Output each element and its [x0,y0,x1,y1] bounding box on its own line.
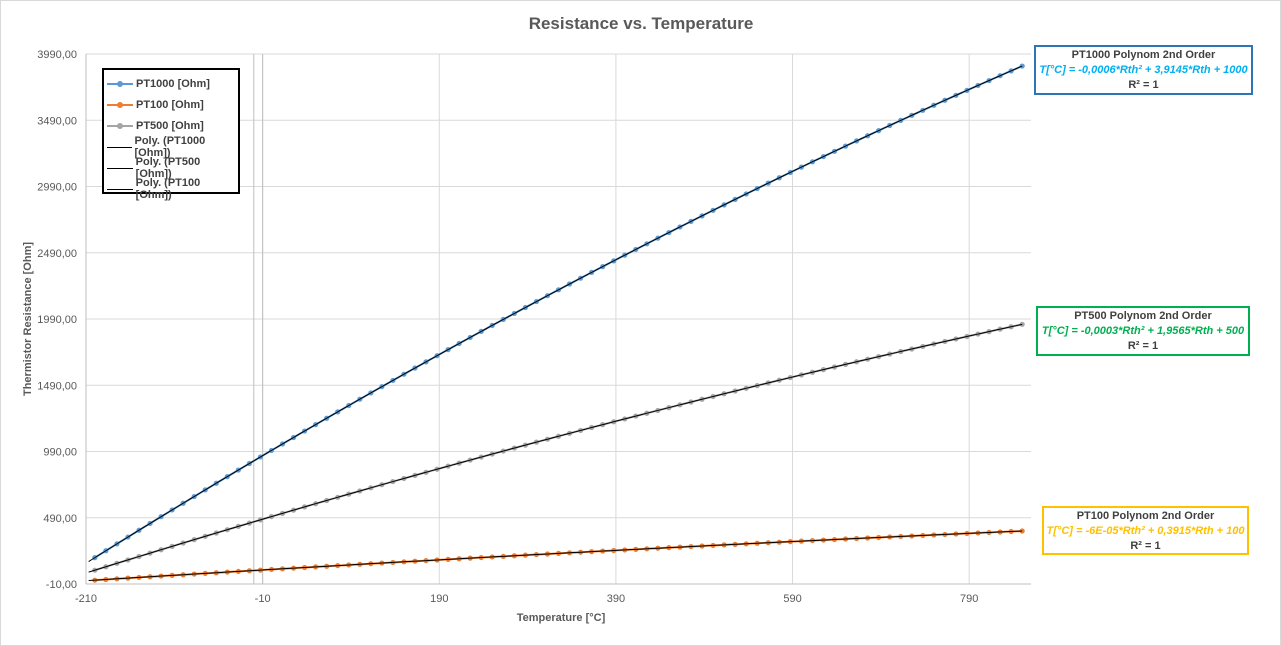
legend-label: Poly. (PT500 [Ohm]) [135,155,201,180]
legend-item-poly-pt1000: Poly. (PT1000 [Ohm]) [104,134,238,159]
pt1000-point [1019,63,1025,69]
y-tick-labels: -10,00 490,00 990,00 1490,00 1990,00 2490,00 2… [37,49,77,591]
pt500-series [92,321,1025,573]
y-tick-label: 1490,00 [37,380,77,392]
pt500-equation-title: PT500 Polynom 2nd Order [1074,310,1212,322]
pt100-r-squared: R² = 1 [1130,540,1161,552]
pt500-point [1019,321,1025,327]
legend-item-pt1000: PT1000 [Ohm] [104,73,238,94]
legend-symbol [107,121,133,131]
x-tick-label: 390 [607,593,625,605]
x-tick-label: 790 [960,593,978,605]
legend-symbol [107,100,133,110]
legend-item-poly-pt500: Poly. (PT500 [Ohm]) [104,155,238,180]
legend-item-poly-pt100: Poly. (PT100 [Ohm]) [104,176,238,201]
poly-pt1000-line [88,65,1023,562]
pt1000-r-squared: R² = 1 [1128,79,1159,91]
pt100-equation-box: PT100 Polynom 2nd Order T[°C] = -6E-05*R… [1042,506,1249,555]
legend-label: PT500 [Ohm] [136,119,204,132]
pt100-point [1019,528,1025,534]
legend: PT1000 [Ohm] PT100 [Ohm] PT500 [Ohm] Pol… [102,68,240,201]
reference-lines [253,54,264,584]
pt500-r-squared: R² = 1 [1127,340,1159,352]
x-tick-labels: -210 -10 190 390 590 790 [75,593,978,605]
x-tick-label: -210 [75,593,97,605]
legend-label: Poly. (PT1000 [Ohm]) [134,134,206,159]
legend-symbol [107,163,133,173]
legend-label: Poly. (PT100 [Ohm]) [135,176,201,201]
y-axis-label: Thermistor Resistance [Ohm] [22,242,34,396]
legend-label: PT1000 [Ohm] [136,77,210,90]
pt1000-equation-title: PT1000 Polynom 2nd Order [1071,49,1216,61]
legend-symbol [107,79,133,89]
legend-item-pt500: PT500 [Ohm] [104,115,238,136]
pt1000-equation: T[°C] = -0,0006*Rth² + 3,9145*Rth + 1000 [1039,64,1248,76]
y-tick-label: 3490,00 [37,115,77,127]
pt1000-equation-box: PT1000 Polynom 2nd Order T[°C] = -0,0006… [1034,45,1253,95]
poly-pt100-line [88,530,1023,582]
x-tick-label: 590 [783,593,801,605]
legend-symbol [107,142,132,152]
x-tick-label: 190 [430,593,448,605]
series-layer [88,63,1025,583]
pt500-line [94,323,1023,572]
y-tick-label: 3990,00 [37,49,77,61]
pt100-equation: T[°C] = -6E-05*Rth² + 0,3915*Rth + 100 [1046,525,1245,537]
pt100-series [92,528,1025,583]
chart-title: Resistance vs. Temperature [529,14,754,33]
axes [85,54,1031,585]
x-tick-label: -10 [255,593,271,605]
y-tick-label: 2990,00 [37,182,77,194]
pt500-equation-box: PT500 Polynom 2nd Order T[°C] = -0,0003*… [1036,306,1250,356]
pt500-equation: T[°C] = -0,0003*Rth² + 1,9565*Rth + 500 [1041,325,1245,337]
y-tick-label: 990,00 [43,447,77,459]
legend-label: PT100 [Ohm] [136,98,204,111]
legend-item-pt100: PT100 [Ohm] [104,94,238,115]
y-tick-label: -10,00 [46,579,77,591]
y-tick-label: 490,00 [43,513,77,525]
legend-symbol [107,184,133,194]
y-tick-label: 1990,00 [37,314,77,326]
x-axis-label: Temperature [°C] [517,612,606,624]
poly-pt500-line [88,323,1023,573]
pt100-equation-title: PT100 Polynom 2nd Order [1076,510,1215,522]
y-tick-label: 2490,00 [37,248,77,260]
